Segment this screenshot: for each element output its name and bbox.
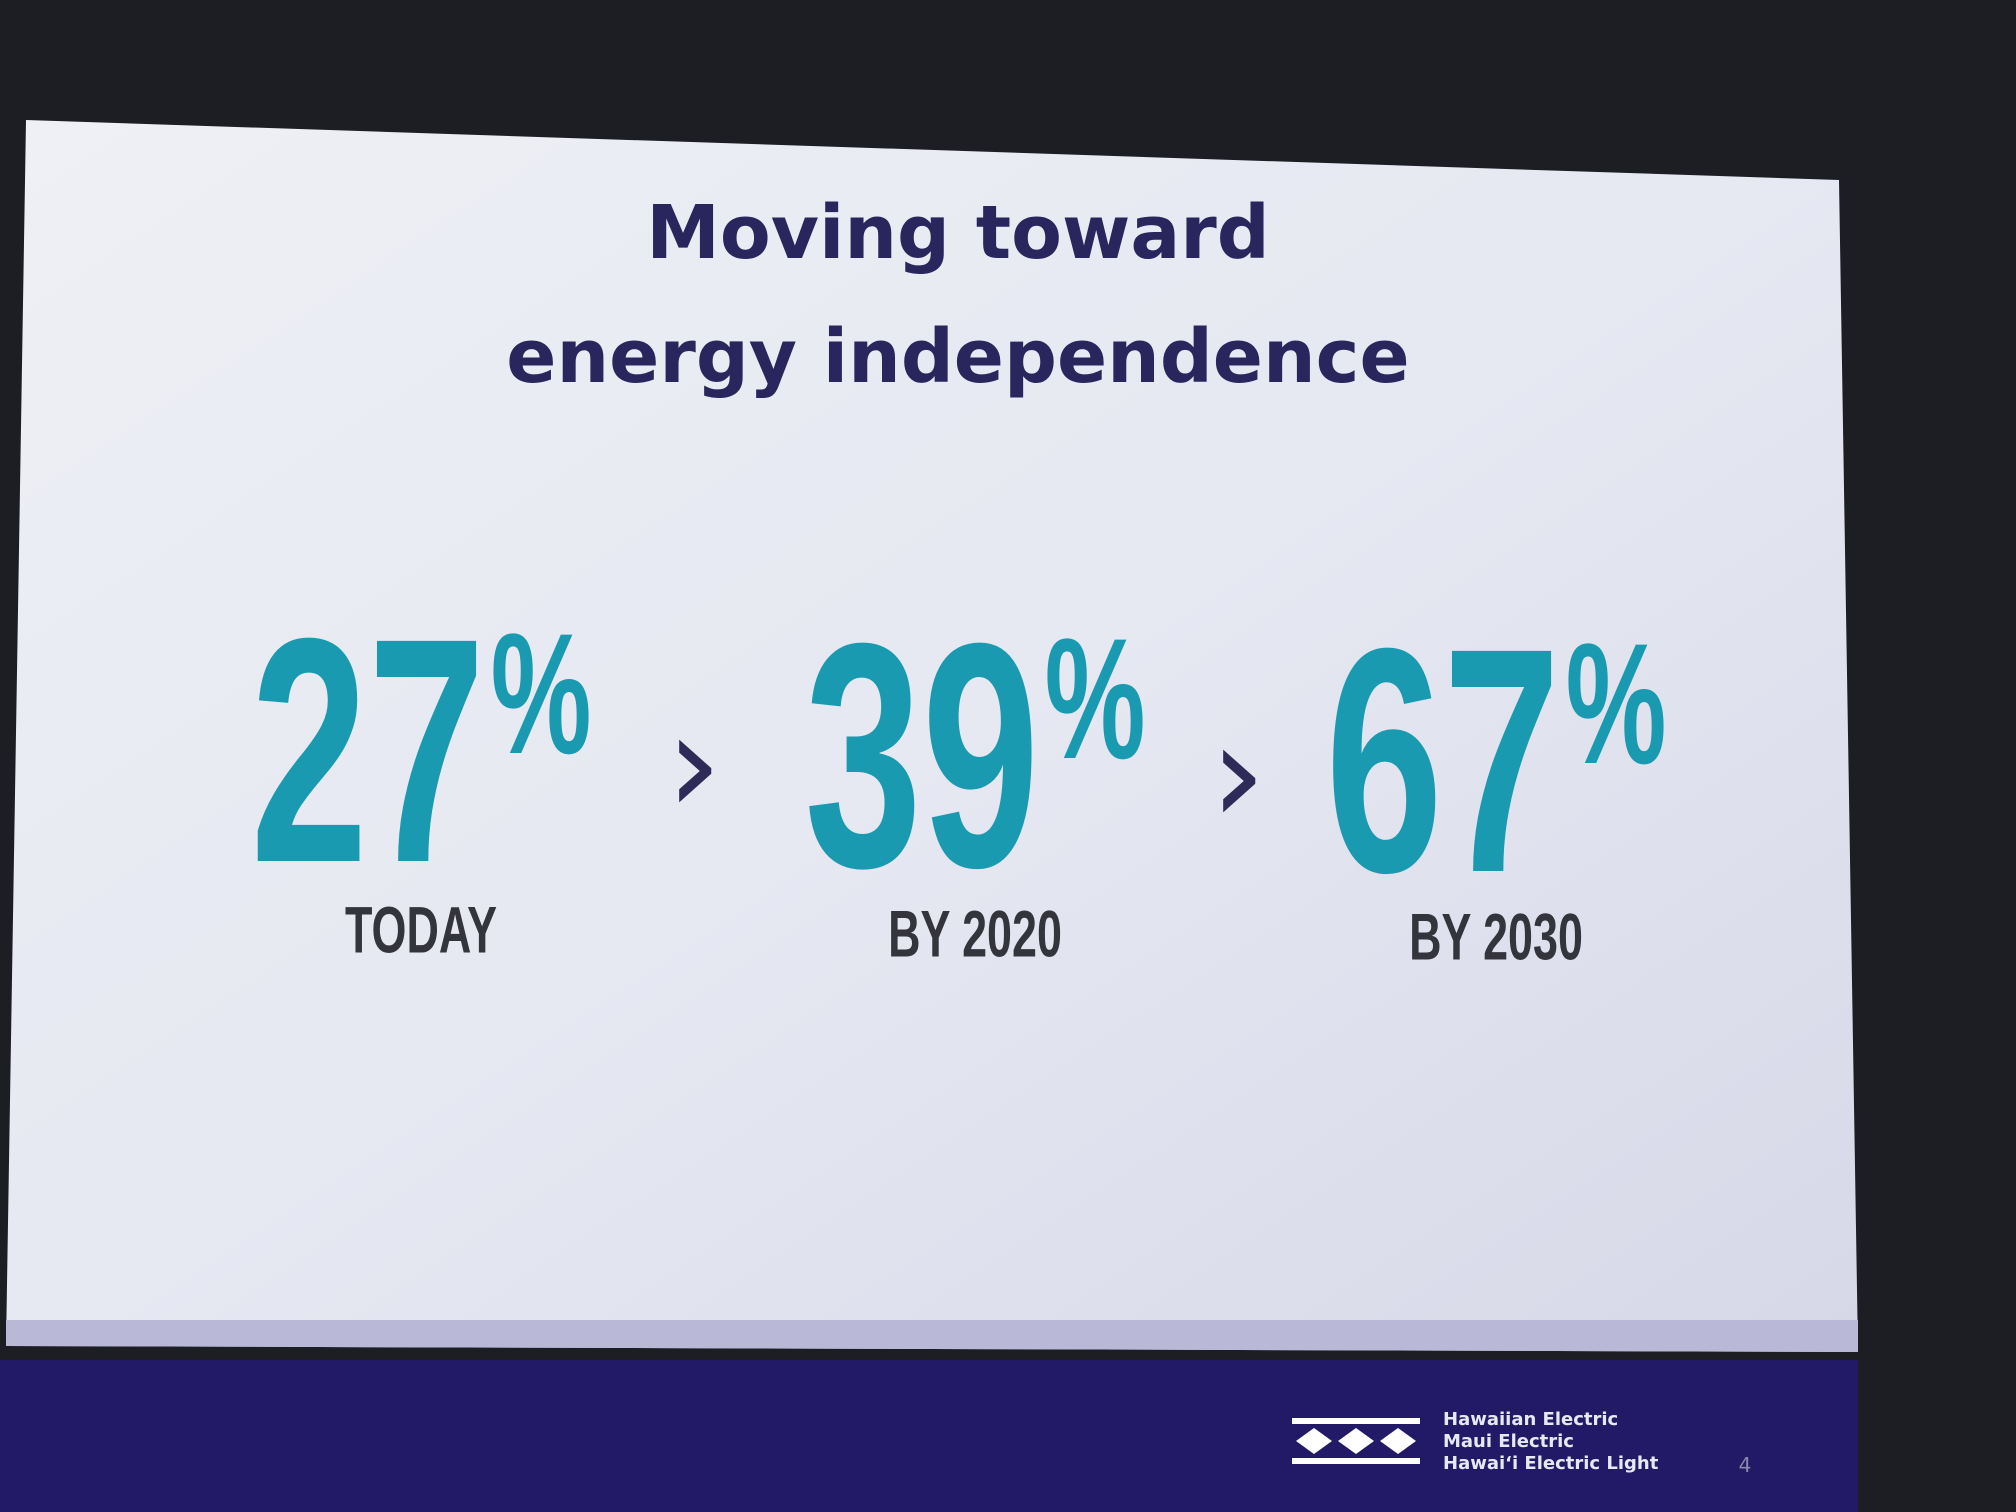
- stat-caption: BY 2020: [888, 897, 1062, 971]
- title-line: Moving toward: [646, 190, 1269, 276]
- stat-unit: %: [1045, 602, 1146, 794]
- stat-caption: TODAY: [345, 893, 497, 967]
- company-logo: [1292, 1418, 1420, 1464]
- page-number: 4: [1739, 1453, 1752, 1477]
- stat-value: 67%: [1325, 583, 1666, 939]
- stat-number: 67: [1325, 583, 1560, 939]
- footer-band: [0, 1360, 1858, 1512]
- stats-row: 27%TODAY 39%BY 2020 67%BY 2030› ›: [250, 573, 1666, 973]
- separator-chevron: ›: [1210, 693, 1266, 856]
- stat-unit: %: [1566, 607, 1667, 799]
- stat-unit: %: [491, 597, 592, 789]
- stat-caption: BY 2030: [1409, 900, 1583, 974]
- separator-chevron: ›: [666, 683, 722, 846]
- slide: [6, 120, 1858, 1352]
- company-name: Maui Electric: [1443, 1431, 1574, 1452]
- stat-value: 27%: [250, 573, 591, 929]
- company-name: Hawai‘i Electric Light: [1443, 1453, 1659, 1474]
- stat-value: 39%: [804, 578, 1145, 934]
- stat-number: 39: [804, 578, 1039, 934]
- stat-number: 27: [250, 573, 485, 929]
- slide-footer-edge: [6, 1320, 1858, 1352]
- title-line: energy independence: [506, 314, 1409, 400]
- company-name: Hawaiian Electric: [1443, 1409, 1618, 1430]
